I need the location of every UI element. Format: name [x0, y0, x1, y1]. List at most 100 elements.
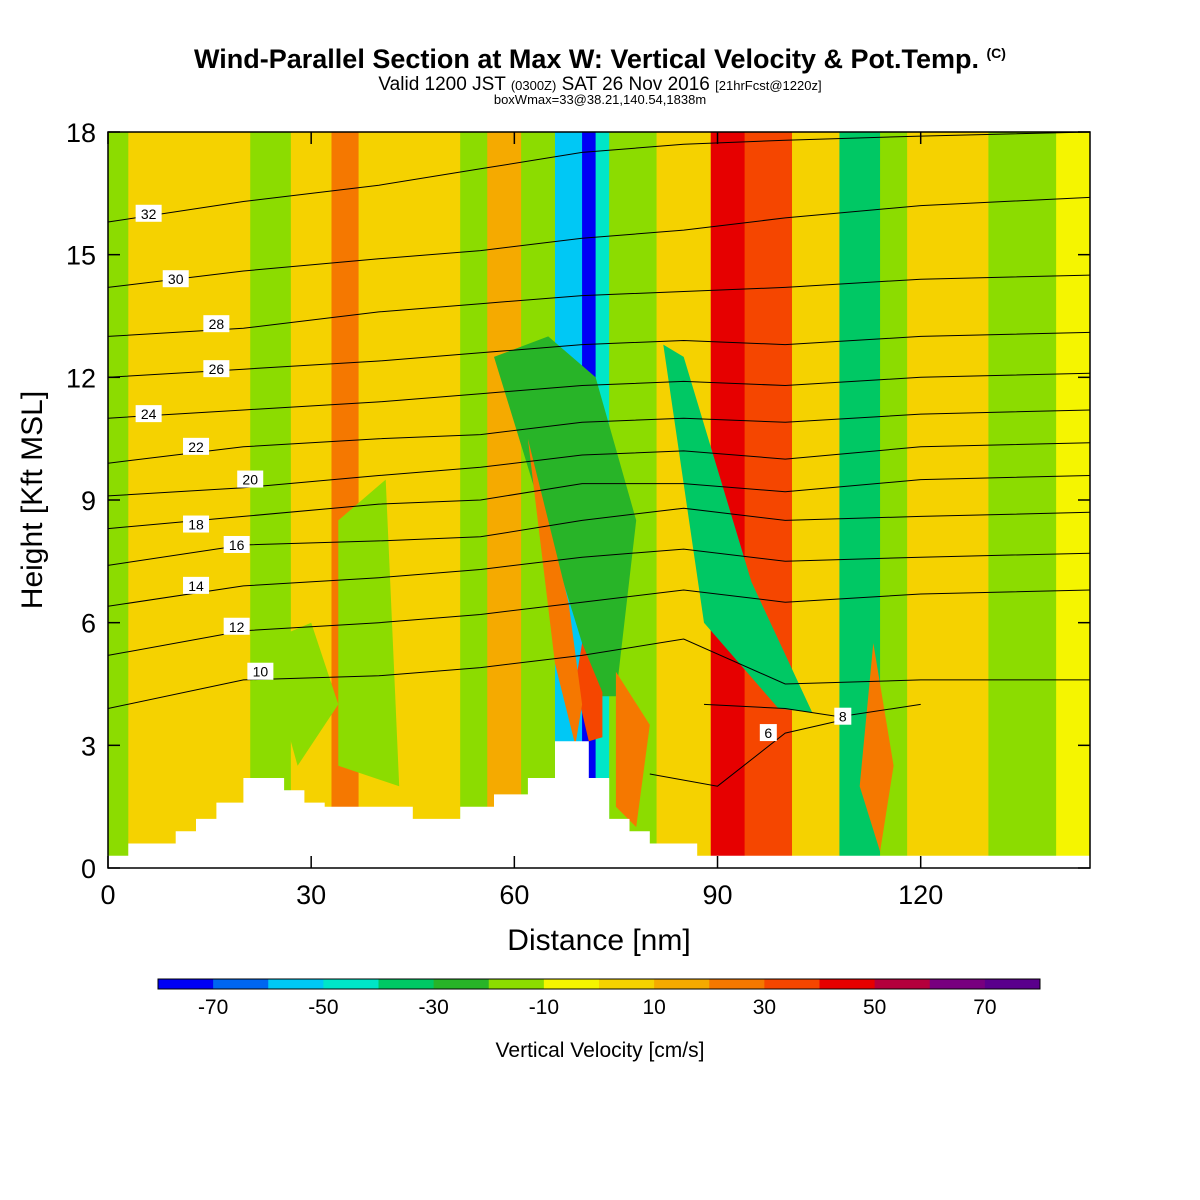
colorbar-swatch-13	[874, 979, 931, 989]
theta-label-bg-28	[203, 315, 230, 333]
theta-contour-12	[107, 589, 1091, 656]
theta-label-20: 20	[242, 472, 258, 488]
theta-label-18: 18	[188, 517, 204, 533]
colorbar-swatch-5	[433, 979, 490, 989]
box-info: boxWmax=33@38.21,140.54,1838m	[493, 92, 707, 107]
velocity-column-7	[487, 132, 522, 868]
y-tick-label-3: 3	[81, 731, 96, 761]
velocity-feature-0	[494, 336, 637, 697]
colorbar-tick--30: -30	[418, 996, 448, 1019]
colorbar-swatch-14	[929, 979, 986, 989]
y-tick-label-0: 0	[81, 854, 96, 884]
theta-contour-24	[107, 372, 1091, 419]
theta-label-8: 8	[839, 709, 847, 725]
theta-label-bg-8	[834, 707, 852, 725]
theta-label-bg-26	[203, 360, 230, 378]
theta-label-bg-14	[183, 576, 210, 594]
colorbar-tick--50: -50	[308, 996, 338, 1019]
chart-title-text: Wind-Parallel Section at Max W: Vertical…	[194, 44, 979, 74]
y-tick-label-9: 9	[81, 486, 96, 516]
theta-label-12: 12	[229, 619, 245, 635]
x-tick-label-120: 120	[898, 880, 943, 910]
theta-contour-6	[649, 720, 840, 787]
colorbar-frame	[157, 978, 1041, 990]
colorbar-swatch-7	[543, 979, 600, 989]
velocity-column-19	[907, 132, 989, 868]
colorbar-tick-50: 50	[863, 996, 886, 1019]
theta-contour-16	[107, 507, 1091, 566]
theta-label-10: 10	[253, 664, 269, 680]
theta-contour-26	[107, 331, 1091, 378]
colorbar-swatch-0	[158, 979, 214, 989]
colorbar-tick-30: 30	[753, 996, 776, 1019]
theta-contour-10	[107, 638, 1090, 709]
y-tick-label-15: 15	[66, 241, 96, 271]
velocity-feature-5	[859, 643, 894, 852]
theta-label-bg-30	[162, 270, 189, 288]
theta-label-22: 22	[188, 439, 204, 455]
theta-label-26: 26	[209, 361, 225, 377]
velocity-feature-7	[263, 622, 339, 766]
velocity-feature-6	[338, 479, 400, 787]
copyright-mark: (C)	[986, 45, 1006, 61]
theta-label-6: 6	[764, 725, 772, 741]
colorbar-swatch-6	[488, 979, 545, 989]
y-axis-label: Height [Kft MSL]	[16, 391, 49, 609]
colorbar-swatch-1	[213, 979, 269, 989]
colorbar-swatch-15	[984, 979, 1041, 989]
theta-contour-28	[107, 274, 1091, 337]
velocity-column-20	[988, 132, 1057, 868]
x-tick-label-60: 60	[499, 880, 529, 910]
theta-label-bg-6	[759, 724, 777, 742]
valid-prefix: Valid 1200 JST	[378, 74, 506, 95]
theta-label-bg-10	[247, 662, 274, 680]
velocity-feature-3	[527, 438, 583, 746]
y-tick-label-18: 18	[66, 118, 96, 148]
x-tick-label-0: 0	[100, 880, 115, 910]
colorbar-swatch-12	[819, 979, 876, 989]
colorbar-tick--70: -70	[198, 996, 228, 1019]
theta-contour-8	[703, 703, 921, 718]
y-tick-label-12: 12	[66, 363, 96, 393]
valid-utc: (0300Z)	[510, 78, 557, 93]
colorbar-swatch-8	[599, 979, 655, 989]
chart-title: Wind-Parallel Section at Max W: Vertical…	[0, 44, 1200, 75]
theta-label-bg-18	[183, 515, 210, 533]
theta-label-30: 30	[168, 271, 184, 287]
colorbar-swatch-10	[709, 979, 765, 989]
colorbar-swatch-4	[378, 979, 435, 989]
theta-label-28: 28	[209, 316, 225, 332]
theta-contour-32	[107, 131, 1091, 223]
y-tick-label-6: 6	[81, 609, 96, 639]
theta-contour-22	[107, 409, 1091, 464]
theta-label-16: 16	[229, 537, 245, 553]
x-tick-label-30: 30	[296, 880, 326, 910]
velocity-column-16	[792, 132, 840, 868]
theta-contour-14	[107, 548, 1091, 607]
theta-contour-30	[107, 196, 1091, 288]
colorbar-swatch-9	[654, 979, 710, 989]
theta-label-bg-12	[223, 617, 250, 635]
theta-label-bg-16	[223, 535, 250, 553]
theta-label-bg-20	[237, 470, 264, 488]
theta-label-32: 32	[141, 206, 157, 222]
colorbar-tick-10: 10	[642, 996, 665, 1019]
velocity-feature-1	[663, 344, 813, 713]
theta-label-bg-32	[135, 204, 162, 222]
velocity-feature-2	[575, 643, 603, 742]
theta-label-24: 24	[141, 406, 157, 422]
colorbar-tick--10: -10	[529, 996, 559, 1019]
velocity-column-1	[128, 132, 251, 868]
velocity-column-15	[744, 132, 793, 868]
x-axis-label: Distance [nm]	[507, 924, 690, 957]
theta-label-bg-24	[135, 405, 162, 423]
theta-label-14: 14	[188, 578, 204, 594]
terrain	[108, 741, 1090, 868]
theta-contour-18	[107, 475, 1091, 530]
theta-label-bg-22	[183, 437, 210, 455]
colorbar-swatch-11	[764, 979, 820, 989]
colorbar-tick-70: 70	[973, 996, 996, 1019]
x-tick-label-90: 90	[702, 880, 732, 910]
velocity-feature-4	[615, 671, 650, 828]
